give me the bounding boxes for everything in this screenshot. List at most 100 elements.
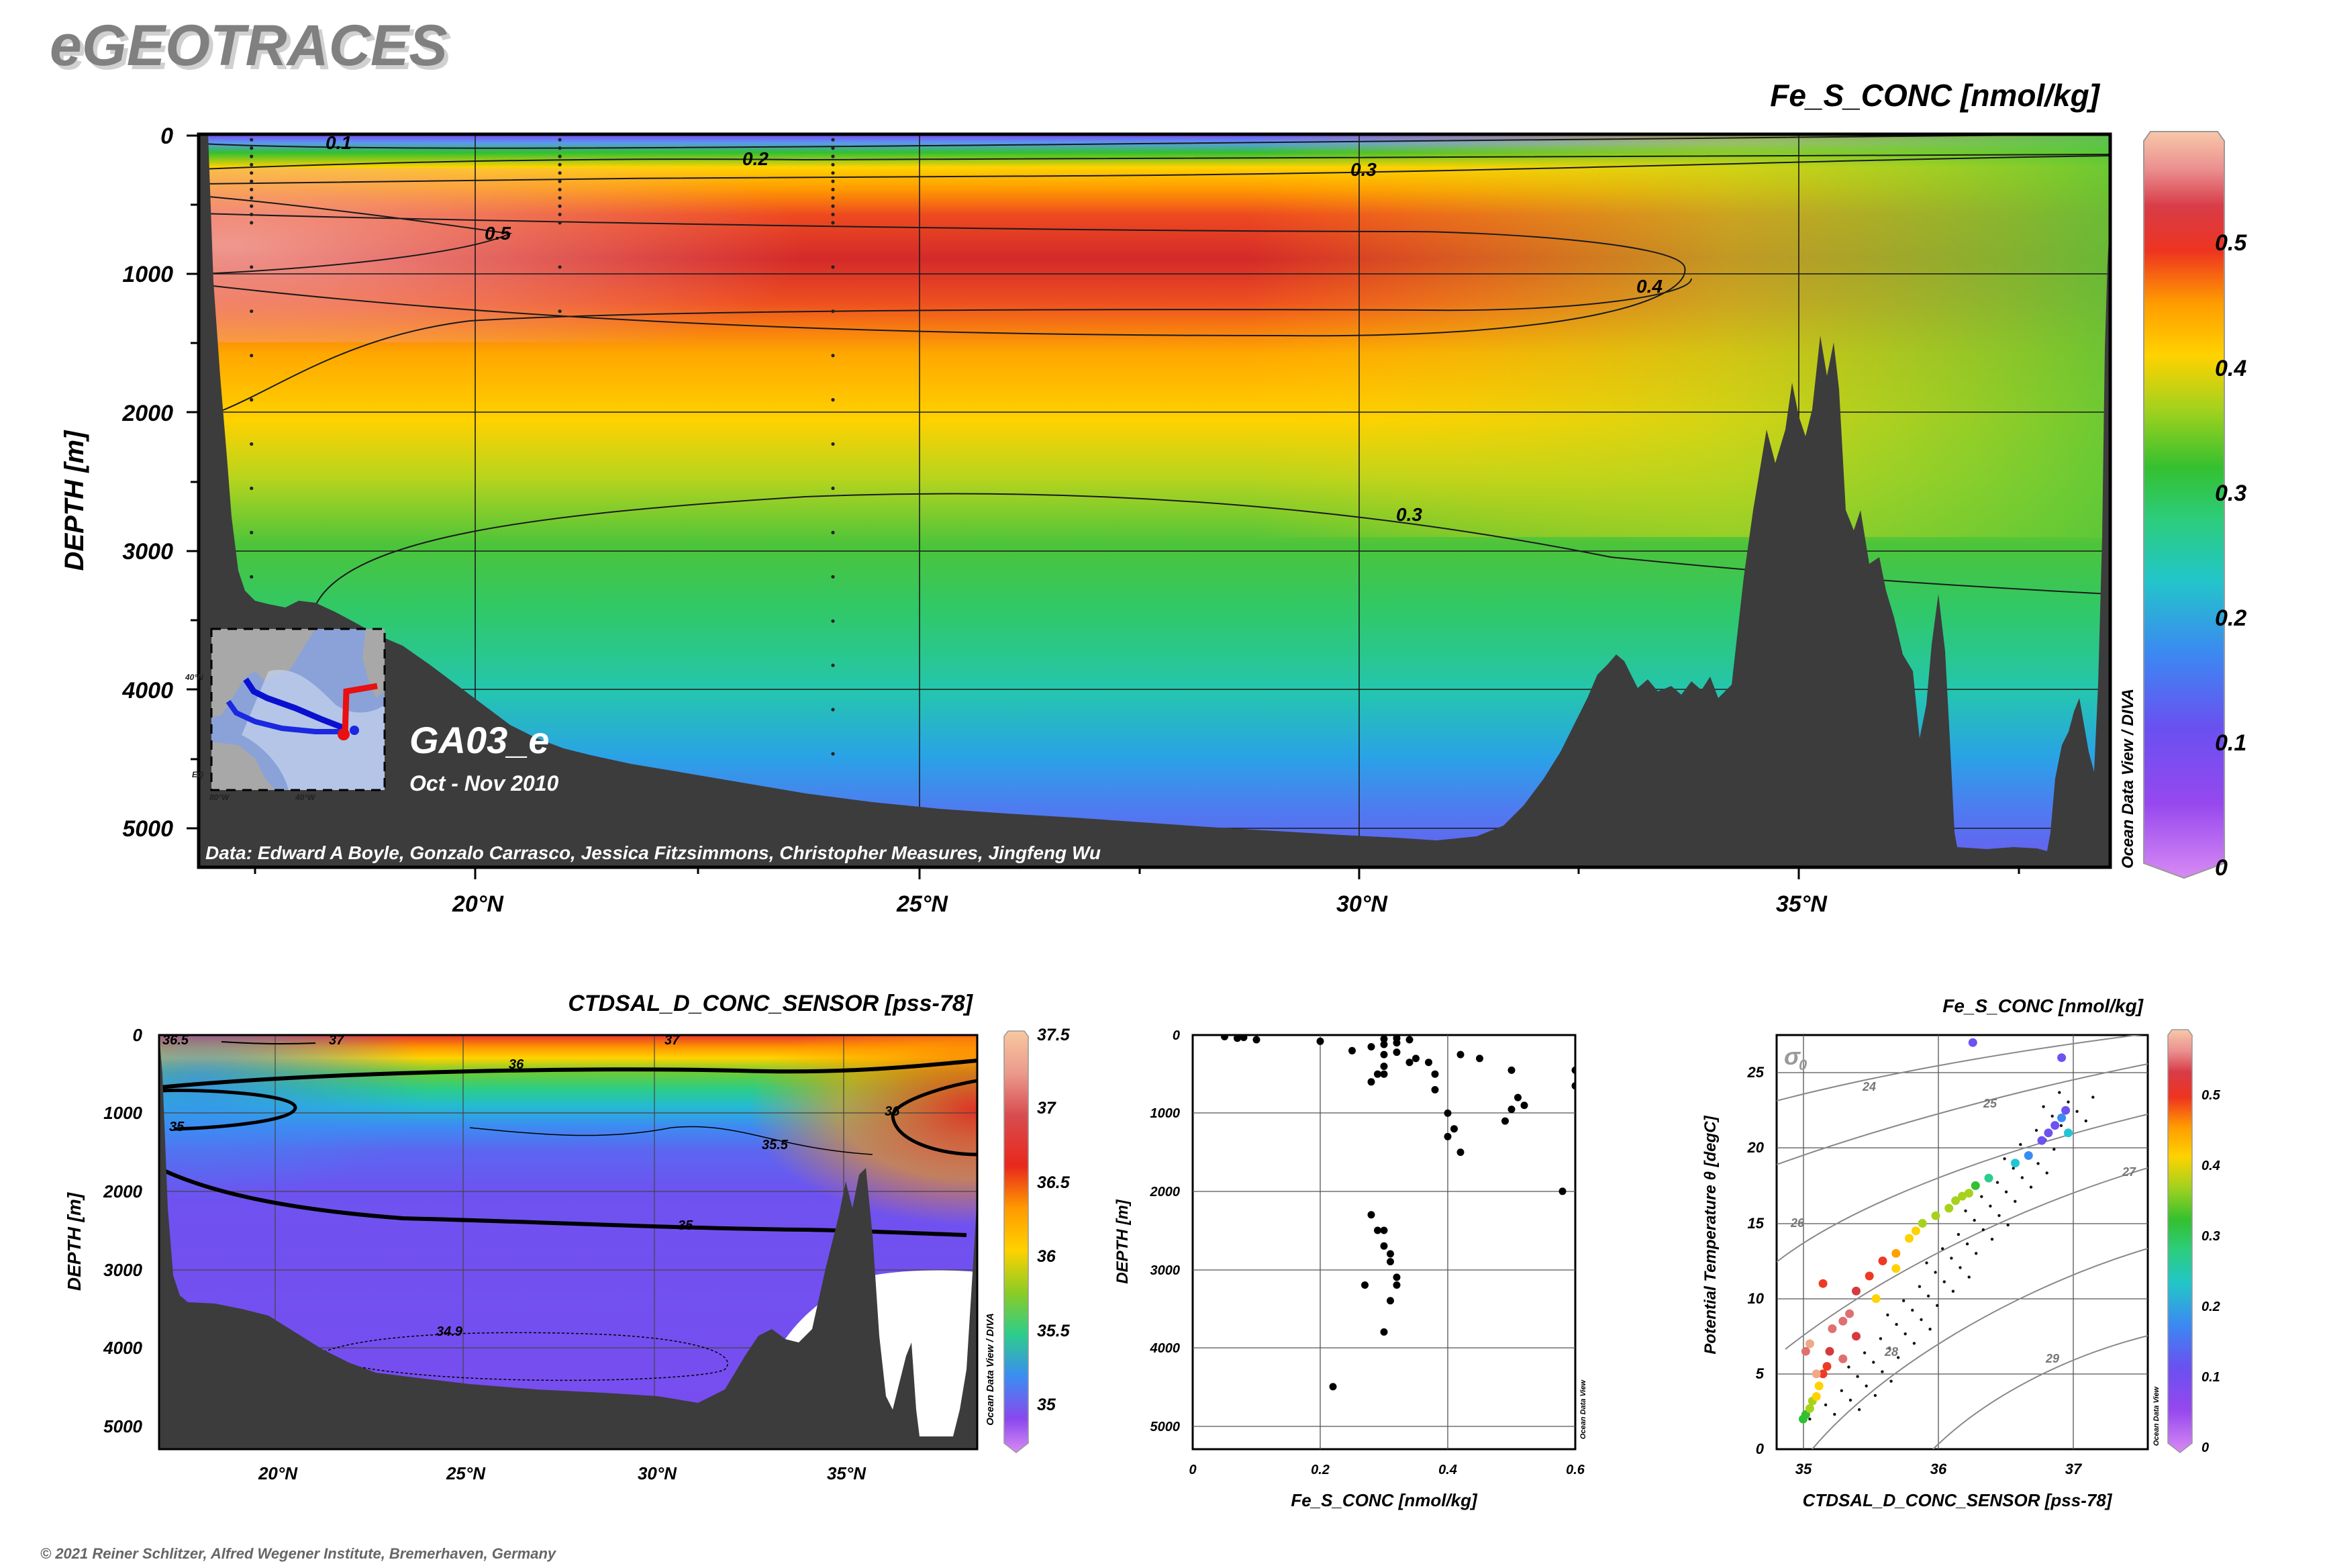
ts-background-point bbox=[1886, 1313, 1889, 1317]
station-sample-dot bbox=[831, 146, 835, 150]
ts-point bbox=[2024, 1151, 2033, 1160]
profile-point bbox=[1367, 1078, 1375, 1086]
station-sample-dot bbox=[558, 212, 562, 217]
y-tick-label: 2000 bbox=[1150, 1185, 1181, 1199]
y-tick-label: 5000 bbox=[103, 1416, 142, 1436]
station-sample-dot bbox=[831, 354, 835, 358]
ts-grid bbox=[1777, 1035, 2148, 1449]
ts-point bbox=[1918, 1219, 1927, 1228]
station-sample-dot bbox=[831, 530, 835, 535]
colorbar-label: 0.1 bbox=[2215, 730, 2246, 756]
profile-point bbox=[1348, 1046, 1356, 1055]
copyright-footer: © 2021 Reiner Schlitzer, Alfred Wegener … bbox=[40, 1545, 557, 1562]
x-tick-label: 25°N bbox=[446, 1463, 486, 1483]
x-tick-label: 25°N bbox=[896, 891, 948, 917]
main-y-axis-title: DEPTH [m] bbox=[60, 430, 89, 571]
y-tick-label: 20 bbox=[1747, 1139, 1765, 1156]
colorbar-label: 0.3 bbox=[2215, 481, 2246, 506]
ts-background-point bbox=[1926, 1294, 1930, 1298]
main-y-ticks bbox=[187, 134, 199, 830]
contour-label: 0.4 bbox=[1636, 276, 1663, 297]
ts-background-point bbox=[1965, 1242, 1969, 1246]
profile-point bbox=[1234, 1035, 1241, 1042]
station-sample-dot bbox=[831, 138, 835, 142]
ts-point bbox=[1865, 1271, 1874, 1281]
ts-background-point bbox=[1997, 1214, 2001, 1218]
x-tick-label: 0.2 bbox=[1311, 1463, 1330, 1477]
ts-background-point bbox=[1833, 1412, 1836, 1416]
ts-color-variable-title: Fe_S_CONC [nmol/kg] bbox=[1942, 995, 2144, 1016]
map-lat-label: 40°N bbox=[185, 673, 203, 682]
ts-background-point bbox=[1856, 1375, 1859, 1378]
ts-background-point bbox=[2036, 1162, 2040, 1165]
station-sample-dot bbox=[558, 162, 562, 166]
profile-point bbox=[1425, 1059, 1432, 1067]
ts-point bbox=[1801, 1346, 1810, 1356]
ts-background-point bbox=[2012, 1167, 2015, 1170]
sal-contour-label: 37 bbox=[329, 1033, 344, 1048]
station-sample-dot bbox=[250, 212, 254, 217]
track-east bbox=[342, 683, 378, 736]
profile-point bbox=[1571, 1082, 1575, 1090]
main-x-axis: 20°N 25°N 30°N 35°N bbox=[452, 891, 1828, 917]
main-variable-title: Fe_S_CONC [nmol/kg] bbox=[1770, 78, 2100, 113]
ts-point bbox=[1852, 1286, 1861, 1295]
profile-points bbox=[1221, 1035, 1575, 1391]
station-sample-dot bbox=[250, 486, 254, 491]
station-sample-dot bbox=[250, 179, 254, 183]
station-sample-dot bbox=[250, 171, 254, 175]
station-sample-dot bbox=[831, 309, 835, 313]
colorbar-label: 35.5 bbox=[1037, 1322, 1071, 1340]
x-tick-label: 20°N bbox=[452, 891, 504, 917]
cruise-name: GA03_e bbox=[409, 719, 550, 761]
ts-odv-credit: Ocean Data View bbox=[2152, 1385, 2161, 1446]
ts-background-point bbox=[1879, 1337, 1883, 1340]
ts-background-point bbox=[1981, 1228, 1985, 1232]
ts-background-point bbox=[1964, 1209, 1967, 1213]
ts-point bbox=[1845, 1309, 1854, 1318]
ts-background-point bbox=[1989, 1204, 1992, 1208]
ts-point bbox=[2037, 1136, 2046, 1145]
salinity-bathymetry bbox=[159, 1035, 977, 1449]
y-tick-label: 3000 bbox=[1150, 1263, 1181, 1278]
x-tick-label: 35°N bbox=[1776, 891, 1828, 917]
data-credit: Data: Edward A Boyle, Gonzalo Carrasco, … bbox=[205, 842, 1101, 863]
salinity-variable-title: CTDSAL_D_CONC_SENSOR [pss-78] bbox=[568, 991, 973, 1016]
ts-background-point bbox=[1808, 1417, 1812, 1421]
y-tick-label: 4000 bbox=[103, 1338, 142, 1358]
ts-point bbox=[2057, 1113, 2067, 1122]
station-sample-dot bbox=[250, 398, 254, 402]
ts-point bbox=[1818, 1369, 1828, 1379]
profile-point bbox=[1456, 1148, 1465, 1157]
ts-background-point bbox=[1902, 1299, 1905, 1303]
x-tick-label: 37 bbox=[2065, 1461, 2083, 1477]
sal-contour-label: 34.9 bbox=[436, 1324, 463, 1339]
profile-point bbox=[1329, 1383, 1337, 1391]
profile-point bbox=[1380, 1070, 1388, 1078]
station-sample-dot bbox=[250, 146, 254, 150]
station-sample-dot bbox=[831, 486, 835, 491]
ts-point bbox=[1971, 1181, 1980, 1190]
colorbar-label: 0.3 bbox=[2201, 1229, 2220, 1244]
y-tick-label: 10 bbox=[1748, 1290, 1765, 1307]
salinity-odv-credit: Ocean Data View / DIVA bbox=[985, 1313, 996, 1426]
ts-background-point bbox=[1865, 1384, 1868, 1387]
profile-point bbox=[1393, 1273, 1401, 1281]
brand-header: eGEOTRACES eGEOTRACES bbox=[50, 13, 452, 82]
profile-point bbox=[1405, 1036, 1414, 1044]
profile-point bbox=[1374, 1070, 1381, 1078]
ts-point bbox=[1852, 1332, 1861, 1341]
ts-background-point bbox=[1912, 1342, 1916, 1345]
ts-background-point bbox=[1918, 1285, 1922, 1288]
profile-point bbox=[1456, 1050, 1465, 1059]
station-sample-dot bbox=[831, 196, 835, 200]
contour-label: 0.5 bbox=[485, 223, 511, 244]
station-sample-dot bbox=[831, 707, 835, 712]
colorbar-label: 36.5 bbox=[1037, 1173, 1071, 1192]
ts-point bbox=[1905, 1234, 1914, 1243]
sigma-symbol: σ bbox=[1784, 1042, 1801, 1070]
sal-contour-label: 35 bbox=[169, 1120, 185, 1134]
sal-contour-label: 37 bbox=[664, 1033, 680, 1048]
ts-background-point bbox=[1957, 1232, 1961, 1236]
sal-contour-label: 36.5 bbox=[162, 1033, 189, 1048]
